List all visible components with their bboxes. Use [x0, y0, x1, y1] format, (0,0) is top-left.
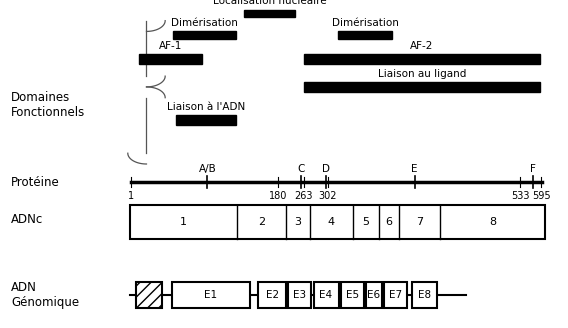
- Bar: [173, 31, 236, 39]
- Text: Domaines
Fonctionnels: Domaines Fonctionnels: [11, 91, 86, 119]
- Text: 4: 4: [328, 217, 335, 227]
- Bar: [412, 282, 437, 308]
- Text: 3: 3: [294, 217, 301, 227]
- Text: F: F: [530, 164, 536, 174]
- Bar: [244, 10, 295, 17]
- Text: Dimérisation: Dimérisation: [332, 18, 398, 28]
- Bar: [338, 31, 392, 39]
- Text: 302: 302: [319, 191, 337, 201]
- Text: 595: 595: [532, 191, 550, 201]
- Text: ADN
Génomique: ADN Génomique: [11, 281, 80, 309]
- Text: 533: 533: [511, 191, 529, 201]
- Text: E2: E2: [265, 290, 279, 300]
- Text: 263: 263: [295, 191, 313, 201]
- Bar: [130, 205, 545, 239]
- Text: E3: E3: [293, 290, 306, 300]
- Text: C: C: [298, 164, 304, 174]
- Bar: [258, 282, 286, 308]
- Text: 180: 180: [269, 191, 287, 201]
- Text: AF-2: AF-2: [410, 41, 433, 51]
- Bar: [288, 282, 311, 308]
- Text: Dimérisation: Dimérisation: [171, 18, 238, 28]
- Bar: [384, 282, 407, 308]
- Bar: [172, 282, 250, 308]
- Text: 5: 5: [362, 217, 370, 227]
- Text: 7: 7: [416, 217, 423, 227]
- Text: E5: E5: [345, 290, 359, 300]
- Text: 1: 1: [180, 217, 187, 227]
- Text: E4: E4: [319, 290, 333, 300]
- Text: Protéine: Protéine: [11, 175, 60, 189]
- Text: E: E: [411, 164, 418, 174]
- Bar: [304, 82, 540, 92]
- Text: E6: E6: [367, 290, 381, 300]
- Text: AF-1: AF-1: [158, 41, 182, 51]
- Bar: [341, 282, 364, 308]
- Text: E8: E8: [418, 290, 432, 300]
- Bar: [176, 115, 236, 125]
- Bar: [366, 282, 382, 308]
- Bar: [314, 282, 339, 308]
- Bar: [136, 282, 162, 308]
- Text: A/B: A/B: [198, 164, 216, 174]
- Text: 8: 8: [489, 217, 496, 227]
- Text: Liaison à l'ADN: Liaison à l'ADN: [167, 102, 245, 112]
- Text: D: D: [322, 164, 330, 174]
- Text: 1: 1: [128, 191, 133, 201]
- Bar: [304, 54, 540, 64]
- Text: E7: E7: [389, 290, 402, 300]
- Text: Localisation nucléaire: Localisation nucléaire: [213, 0, 327, 6]
- Text: 2: 2: [258, 217, 265, 227]
- Text: E1: E1: [204, 290, 218, 300]
- Bar: [139, 54, 202, 64]
- Text: ADNc: ADNc: [11, 213, 44, 226]
- Text: 6: 6: [385, 217, 392, 227]
- Text: Liaison au ligand: Liaison au ligand: [378, 69, 466, 79]
